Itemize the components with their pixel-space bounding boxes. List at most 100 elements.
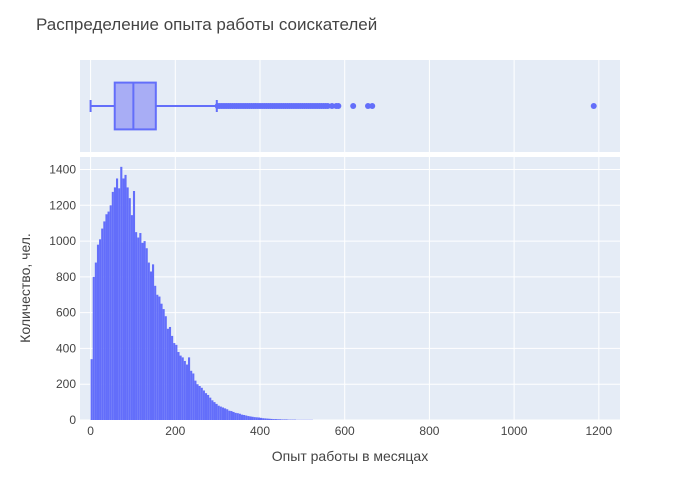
histogram-bar (209, 397, 212, 420)
gridlines (80, 60, 620, 421)
histogram-bar (279, 419, 282, 420)
histogram-bar (185, 364, 188, 420)
histogram-bar (236, 413, 239, 420)
y-tick-label: 400 (56, 341, 76, 355)
histogram-bar (177, 352, 180, 420)
histogram-bar (132, 190, 136, 420)
histogram-bar (217, 405, 220, 420)
histogram-bar (118, 188, 121, 420)
outlier-point (329, 103, 335, 109)
histogram-bar (179, 355, 182, 420)
histogram-bar (215, 403, 218, 420)
histogram-bar (154, 285, 157, 420)
histogram-bar (120, 166, 123, 420)
histogram-bar (160, 303, 163, 420)
histogram-bar (143, 241, 146, 420)
histogram-bar (166, 328, 169, 420)
y-tick-label: 200 (56, 377, 76, 391)
histogram-bar (268, 418, 271, 420)
histogram-bar (240, 414, 244, 420)
x-tick-label: 0 (87, 424, 94, 438)
histogram-bar (141, 242, 144, 420)
histogram-bar (149, 271, 152, 420)
histogram-bar (232, 411, 235, 420)
x-axis-title: Опыт работы в месяцах (272, 448, 428, 464)
histogram-bar (276, 419, 280, 420)
histogram-bar (257, 417, 260, 420)
histogram-bar (274, 419, 277, 420)
x-tick-label: 800 (419, 424, 439, 438)
histogram-bar (251, 416, 254, 420)
histogram-bar (194, 380, 197, 420)
y-tick-label: 1400 (49, 163, 76, 177)
histogram-bar (116, 178, 119, 420)
histogram-bar (228, 410, 231, 420)
histogram-bar (158, 296, 161, 420)
histogram-bar (221, 407, 224, 420)
histogram-bar (262, 418, 265, 420)
histogram-bar (183, 360, 186, 420)
histogram-bar (213, 402, 216, 420)
y-tick-label: 1200 (49, 198, 76, 212)
histogram-bar (245, 415, 248, 420)
histogram-bar (107, 211, 110, 420)
histogram-bar (103, 221, 106, 420)
y-tick-labels: 0 200 400 600 800 1000 1200 1400 (49, 163, 76, 427)
histogram-bar (139, 233, 142, 420)
histogram-bar (171, 335, 174, 420)
x-tick-label: 400 (250, 424, 270, 438)
histogram-bar (188, 357, 191, 420)
histogram-bar (99, 239, 102, 420)
histogram-bar (173, 343, 176, 420)
box-iqr (113, 81, 157, 131)
histogram-bar (219, 406, 222, 420)
histogram-bar (285, 419, 288, 420)
histogram-bars (90, 166, 313, 420)
y-axis-title: Количество, чел. (17, 233, 33, 343)
histogram-bar (272, 419, 275, 420)
histogram-bar (156, 294, 159, 420)
histogram-bar (270, 418, 273, 420)
histogram-bar (164, 316, 167, 420)
histogram-bar (190, 370, 193, 420)
histogram-bar (128, 198, 131, 420)
histogram-bar (175, 344, 178, 420)
histogram-bar (200, 387, 203, 420)
outlier-point (324, 103, 331, 109)
histogram-bar (96, 244, 100, 420)
histogram-bar (101, 228, 104, 420)
histogram-bar (281, 419, 284, 420)
y-tick-label: 1000 (49, 234, 76, 248)
histogram-bar (224, 408, 227, 420)
histogram-bar (122, 178, 125, 420)
histogram-bar (192, 373, 195, 420)
y-tick-label: 0 (69, 413, 76, 427)
histogram-bar (94, 262, 97, 420)
x-tick-label: 1000 (501, 424, 528, 438)
histogram-bar (264, 418, 267, 420)
histogram-bar (92, 276, 95, 420)
histogram-bar (230, 411, 233, 420)
x-tick-label: 1200 (585, 424, 612, 438)
outlier-point (590, 103, 597, 109)
histogram-bar (130, 215, 133, 420)
histogram-bar (249, 416, 252, 420)
histogram-bar (255, 417, 258, 420)
outlier-point (350, 103, 357, 109)
histogram-bar (243, 414, 246, 420)
histogram-bar (198, 386, 201, 420)
histogram-bar (135, 232, 138, 420)
chart-title: Распределение опыта работы соискателей (36, 15, 377, 34)
y-tick-label: 800 (56, 270, 76, 284)
histogram-bar (113, 187, 116, 420)
histogram-bar (234, 412, 237, 420)
histogram-bar (124, 174, 127, 420)
histogram-bar (211, 400, 214, 420)
histogram-bar (152, 264, 155, 420)
histogram-bar (111, 191, 114, 420)
histogram-bar (238, 413, 241, 420)
histogram-bar (137, 237, 140, 420)
x-tick-label: 600 (335, 424, 355, 438)
histogram-bar (226, 409, 229, 420)
histogram-bar (162, 309, 165, 420)
